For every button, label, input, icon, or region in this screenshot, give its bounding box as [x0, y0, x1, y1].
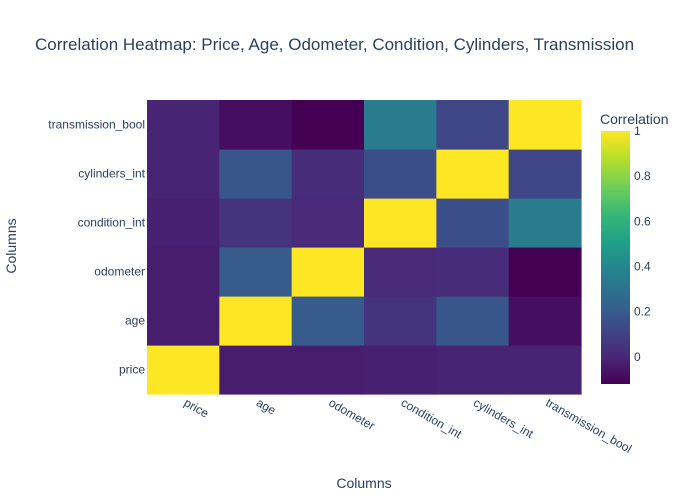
heatmap-cell-transmission_bool-cylinders_int [436, 100, 510, 150]
heatmap-cell-odometer-cylinders_int [436, 247, 510, 297]
x-tick-label: price [182, 395, 212, 420]
x-tick-label: odometer [326, 395, 377, 432]
x-tick-label: transmission_bool [543, 395, 634, 455]
heatmap-cell-cylinders_int-age [219, 149, 293, 199]
heatmap-cell-condition_int-price [147, 198, 220, 248]
y-tick-label: age [125, 314, 145, 328]
heatmap-cell-price-age [219, 345, 293, 395]
heatmap-cell-transmission_bool-price [147, 100, 220, 150]
y-axis-ticks: price age odometer condition_int cylinders_i… [48, 118, 145, 377]
y-tick-label: cylinders_int [78, 167, 145, 181]
x-tick-label: condition_int [399, 395, 465, 441]
colorbar-tick-label: 0.4 [634, 260, 651, 274]
heatmap-cell-odometer-condition_int [364, 247, 437, 297]
y-tick-label: odometer [94, 265, 145, 279]
heatmap-cell-price-transmission_bool [508, 345, 582, 395]
colorbar-tick-label: 0.8 [634, 169, 651, 183]
heatmap-cells [147, 100, 582, 395]
heatmap-cell-cylinders_int-price [147, 149, 220, 199]
heatmap-cell-cylinders_int-odometer [291, 149, 365, 199]
heatmap-cell-age-odometer [291, 296, 365, 346]
colorbar-tick-label: 1 [634, 124, 641, 138]
heatmap-cell-condition_int-transmission_bool [508, 198, 582, 248]
heatmap-cell-transmission_bool-condition_int [364, 100, 437, 150]
colorbar-tick-label: 0.6 [634, 214, 651, 228]
colorbar [601, 131, 630, 384]
colorbar-tick-label: 0 [634, 350, 641, 364]
colorbar-title: Correlation [600, 111, 668, 127]
heatmap-cell-condition_int-condition_int [364, 198, 437, 248]
heatmap-cell-age-condition_int [364, 296, 437, 346]
heatmap-cell-price-cylinders_int [436, 345, 510, 395]
x-tick-label: age [254, 395, 279, 417]
colorbar-tick-label: 0.2 [634, 305, 651, 319]
heatmap-cell-odometer-price [147, 247, 220, 297]
heatmap-cell-price-condition_int [364, 345, 437, 395]
heatmap-cell-condition_int-age [219, 198, 293, 248]
heatmap-cell-cylinders_int-cylinders_int [436, 149, 510, 199]
y-tick-label: condition_int [78, 216, 146, 230]
heatmap-cell-transmission_bool-transmission_bool [508, 100, 582, 150]
heatmap-cell-age-price [147, 296, 220, 346]
colorbar-ticks: 0 0.2 0.4 0.6 0.8 1 [634, 124, 651, 364]
y-axis-title: Columns [3, 218, 19, 273]
heatmap-cell-cylinders_int-condition_int [364, 149, 437, 199]
y-tick-label: transmission_bool [48, 118, 145, 132]
heatmap-cell-price-odometer [291, 345, 365, 395]
heatmap-cell-condition_int-odometer [291, 198, 365, 248]
heatmap-cell-age-cylinders_int [436, 296, 510, 346]
heatmap-cell-odometer-age [219, 247, 293, 297]
x-axis-ticks: price age odometer condition_int cylinders_i… [182, 395, 634, 455]
heatmap-cell-price-price [147, 345, 220, 395]
heatmap-cell-transmission_bool-age [219, 100, 293, 150]
x-tick-label: cylinders_int [471, 395, 536, 441]
heatmap-cell-condition_int-cylinders_int [436, 198, 510, 248]
chart-title: Correlation Heatmap: Price, Age, Odomete… [35, 35, 634, 54]
x-axis-title: Columns [336, 475, 391, 491]
heatmap-cell-age-age [219, 296, 293, 346]
heatmap-cell-odometer-transmission_bool [508, 247, 582, 297]
heatmap-cell-cylinders_int-transmission_bool [508, 149, 582, 199]
heatmap-cell-odometer-odometer [291, 247, 365, 297]
y-tick-label: price [119, 363, 145, 377]
heatmap-cell-age-transmission_bool [508, 296, 582, 346]
heatmap-cell-transmission_bool-odometer [291, 100, 365, 150]
